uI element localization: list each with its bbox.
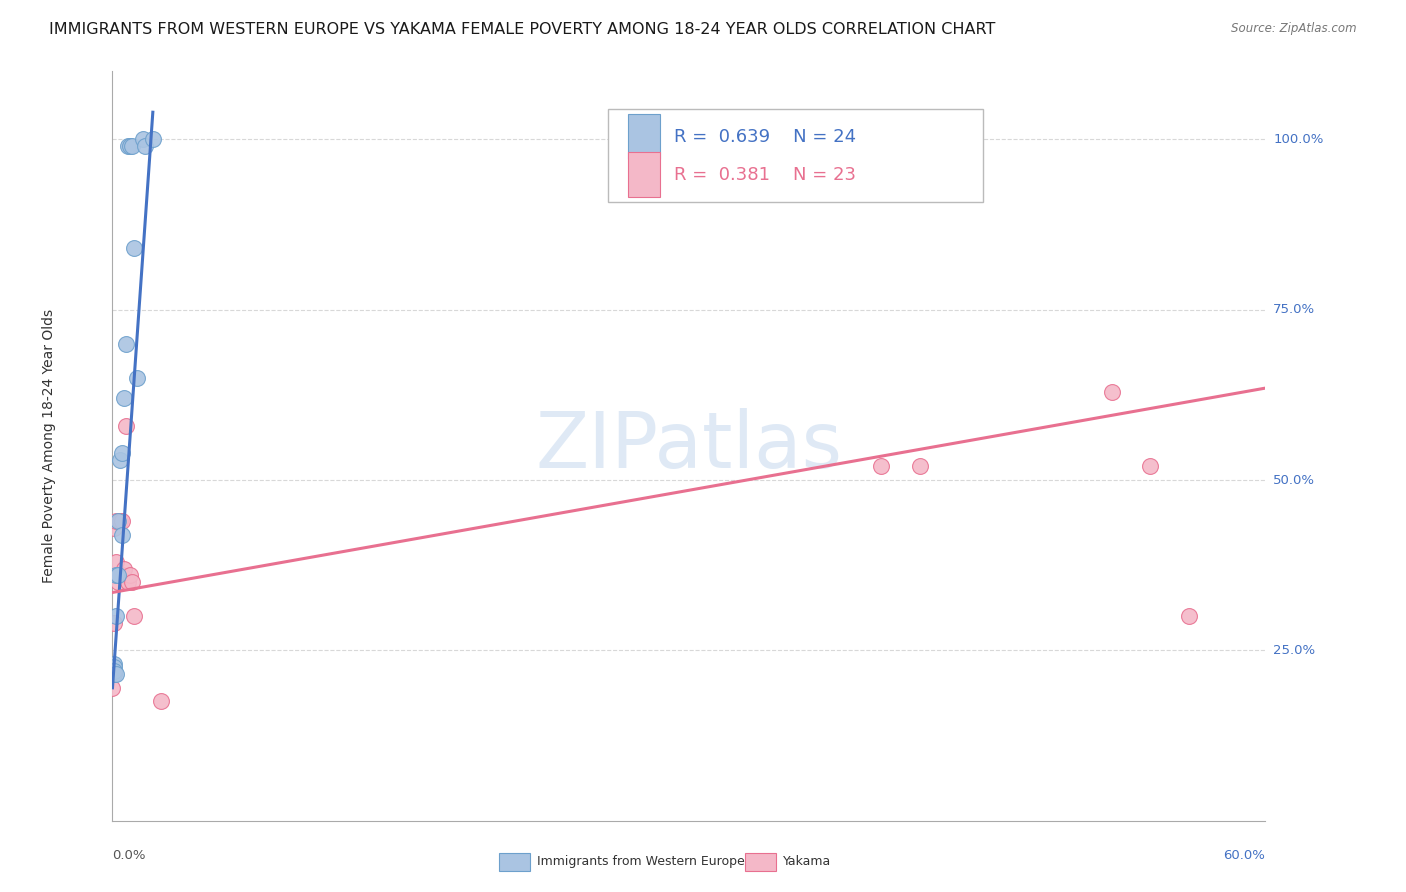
Point bbox=[108, 514, 131, 528]
Text: R =  0.639    N = 24: R = 0.639 N = 24 bbox=[673, 128, 856, 145]
Point bbox=[105, 568, 128, 582]
Text: 50.0%: 50.0% bbox=[1272, 474, 1315, 486]
Text: IMMIGRANTS FROM WESTERN EUROPE VS YAKAMA FEMALE POVERTY AMONG 18-24 YEAR OLDS CO: IMMIGRANTS FROM WESTERN EUROPE VS YAKAMA… bbox=[49, 22, 995, 37]
Point bbox=[111, 527, 134, 541]
Text: 100.0%: 100.0% bbox=[1272, 133, 1323, 146]
Text: R =  0.381    N = 23: R = 0.381 N = 23 bbox=[673, 166, 856, 184]
Point bbox=[127, 371, 149, 385]
Point bbox=[134, 139, 156, 153]
Text: Female Poverty Among 18-24 Year Olds: Female Poverty Among 18-24 Year Olds bbox=[42, 309, 56, 583]
Text: 0.0%: 0.0% bbox=[112, 849, 146, 862]
Point bbox=[103, 660, 125, 674]
Point bbox=[1177, 609, 1199, 624]
Text: Source: ZipAtlas.com: Source: ZipAtlas.com bbox=[1232, 22, 1357, 36]
Point bbox=[107, 514, 129, 528]
Text: Immigrants from Western Europe: Immigrants from Western Europe bbox=[537, 855, 745, 868]
FancyBboxPatch shape bbox=[609, 109, 983, 202]
Point bbox=[117, 139, 139, 153]
Point bbox=[870, 459, 893, 474]
Point bbox=[103, 664, 125, 678]
Point bbox=[132, 132, 155, 146]
Point bbox=[1101, 384, 1123, 399]
Point bbox=[108, 452, 131, 467]
Point bbox=[112, 561, 135, 575]
Text: ZIPatlas: ZIPatlas bbox=[536, 408, 842, 484]
Point bbox=[107, 568, 129, 582]
FancyBboxPatch shape bbox=[628, 153, 661, 197]
Point bbox=[107, 575, 129, 590]
Point bbox=[115, 418, 138, 433]
Point bbox=[105, 609, 128, 624]
Point bbox=[1139, 459, 1161, 474]
Point bbox=[105, 514, 128, 528]
Point bbox=[103, 657, 125, 671]
Point bbox=[101, 664, 124, 678]
Text: Yakama: Yakama bbox=[783, 855, 831, 868]
Point bbox=[117, 575, 139, 590]
Point bbox=[103, 521, 125, 535]
Point bbox=[121, 139, 143, 153]
Point bbox=[122, 609, 145, 624]
Point bbox=[908, 459, 931, 474]
Point bbox=[121, 575, 143, 590]
Point bbox=[111, 568, 134, 582]
Point bbox=[103, 667, 125, 681]
Text: 75.0%: 75.0% bbox=[1272, 303, 1315, 317]
Point bbox=[149, 694, 172, 708]
Point bbox=[103, 568, 125, 582]
Point bbox=[118, 139, 141, 153]
Point bbox=[103, 616, 125, 631]
Point bbox=[101, 667, 124, 681]
Point bbox=[112, 392, 135, 406]
Point bbox=[118, 568, 141, 582]
Point bbox=[122, 242, 145, 256]
Point bbox=[111, 446, 134, 460]
Point bbox=[105, 555, 128, 569]
Point bbox=[115, 336, 138, 351]
Point bbox=[142, 132, 165, 146]
FancyBboxPatch shape bbox=[628, 114, 661, 159]
Text: 25.0%: 25.0% bbox=[1272, 644, 1315, 657]
Point bbox=[111, 514, 134, 528]
Text: 60.0%: 60.0% bbox=[1223, 849, 1265, 862]
Point bbox=[101, 681, 124, 695]
Point bbox=[105, 667, 128, 681]
Point bbox=[101, 667, 124, 681]
